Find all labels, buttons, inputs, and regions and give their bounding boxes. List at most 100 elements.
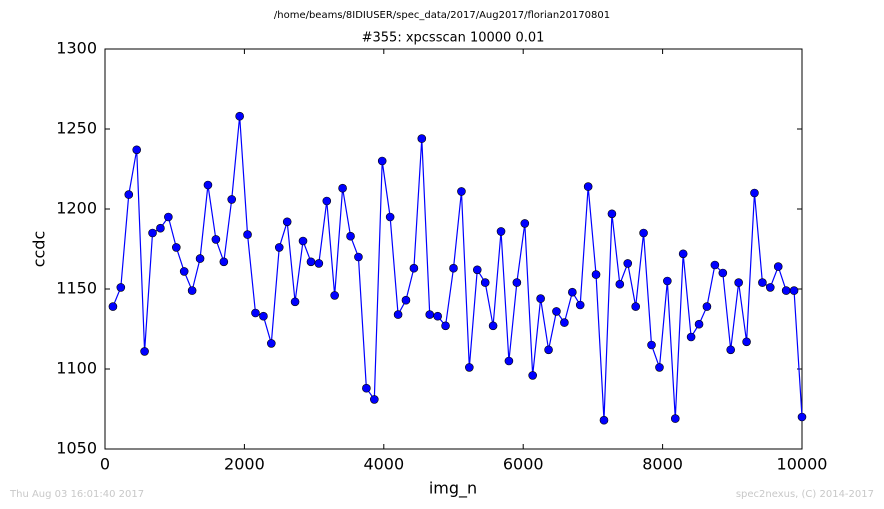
data-point <box>544 345 553 355</box>
data-point <box>322 196 332 206</box>
data-point <box>678 249 688 259</box>
data-point <box>686 332 696 342</box>
timestamp: Thu Aug 03 16:01:40 2017 <box>9 489 144 500</box>
data-point <box>425 310 435 319</box>
data-point <box>385 212 395 222</box>
data-point <box>267 339 276 348</box>
data-point <box>243 230 252 239</box>
data-point <box>504 356 514 366</box>
data-point <box>472 265 482 275</box>
data-point <box>512 278 522 287</box>
credit: spec2nexus, (C) 2014-2017 <box>736 489 874 500</box>
data-point <box>488 321 498 331</box>
x-tick-label: 6000 <box>503 455 544 474</box>
data-point <box>647 340 656 350</box>
data-point <box>480 278 490 287</box>
y-tick-label: 1150 <box>56 279 97 298</box>
data-point <box>362 383 371 393</box>
data-point <box>702 302 712 311</box>
data-point <box>623 259 633 268</box>
data-point <box>575 300 585 310</box>
y-tick-label: 1050 <box>56 439 97 458</box>
data-point <box>496 227 506 236</box>
data-point <box>108 302 118 311</box>
data-point <box>172 243 181 252</box>
data-point <box>560 318 569 327</box>
data-point <box>140 347 149 356</box>
data-point <box>306 257 316 267</box>
x-tick-label: 0 <box>100 455 110 474</box>
data-point <box>409 263 419 273</box>
data-point <box>187 286 197 295</box>
data-point <box>227 195 237 204</box>
data-point <box>417 134 427 143</box>
data-point <box>377 156 387 166</box>
data-point <box>354 252 363 262</box>
data-point <box>718 268 728 278</box>
data-point <box>655 363 664 372</box>
data-point <box>536 294 545 303</box>
data-point <box>694 319 704 329</box>
data-point <box>457 187 466 196</box>
data-point <box>393 310 403 319</box>
data-point <box>670 414 680 423</box>
data-point <box>465 363 474 372</box>
data-point <box>251 308 260 318</box>
data-point <box>441 321 450 331</box>
data-point <box>781 286 791 295</box>
suptitle: /home/beams/8IDIUSER/spec_data/2017/Aug2… <box>274 10 610 21</box>
data-point <box>235 111 244 121</box>
data-point <box>726 345 735 355</box>
data-point <box>203 180 213 190</box>
data-point <box>449 263 458 273</box>
data-point <box>164 212 173 222</box>
data-point <box>789 286 799 295</box>
data-point <box>742 337 751 347</box>
data-point <box>259 311 268 321</box>
data-point <box>219 257 229 267</box>
data-point <box>552 307 561 316</box>
data-point <box>433 311 442 321</box>
data-point <box>758 278 767 287</box>
data-point <box>370 395 379 404</box>
data-point <box>156 223 165 233</box>
data-point <box>330 291 339 300</box>
data-point <box>765 283 775 292</box>
data-point <box>639 228 648 238</box>
data-point <box>116 283 126 292</box>
data-point <box>607 209 617 219</box>
data-point <box>338 183 347 193</box>
data-point <box>591 270 601 279</box>
y-tick-label: 1100 <box>56 359 97 378</box>
data-point <box>298 236 308 246</box>
data-point <box>314 259 324 268</box>
data-point <box>528 371 537 380</box>
data-point <box>797 412 807 422</box>
data-point <box>631 302 640 311</box>
y-axis-label: ccdc <box>30 231 49 268</box>
data-line <box>112 116 803 421</box>
x-tick-label: 4000 <box>363 455 404 474</box>
plot-frame <box>104 48 803 450</box>
data-point <box>124 190 134 199</box>
x-axis-label: img_n <box>429 479 477 499</box>
x-tick-label: 2000 <box>224 455 265 474</box>
y-tick-label: 1300 <box>56 39 97 58</box>
data-point <box>583 182 593 191</box>
data-point <box>750 188 759 198</box>
data-point <box>734 278 743 287</box>
chart-title: #355: xpcsscan 10000 0.01 <box>362 31 545 46</box>
data-point <box>179 267 189 276</box>
data-point <box>615 279 625 289</box>
data-point <box>195 254 205 263</box>
data-point <box>274 243 284 252</box>
x-tick-label: 8000 <box>642 455 683 474</box>
data-point <box>520 219 530 228</box>
data-point <box>290 297 300 307</box>
data-point <box>148 228 157 238</box>
data-point <box>568 287 577 297</box>
data-point <box>282 217 292 227</box>
data-point <box>132 145 142 155</box>
data-point <box>710 260 720 270</box>
